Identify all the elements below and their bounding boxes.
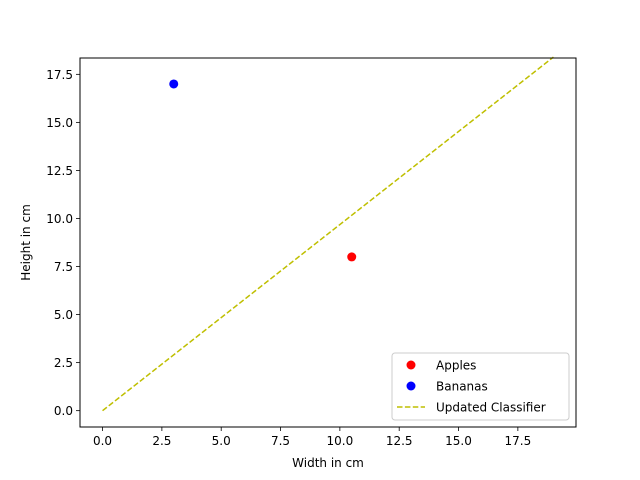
y-tick-label: 5.0 xyxy=(54,308,73,322)
y-tick-label: 2.5 xyxy=(54,356,73,370)
x-tick-label: 5.0 xyxy=(212,434,231,448)
x-tick-label: 12.5 xyxy=(386,434,413,448)
y-tick-label: 17.5 xyxy=(46,68,73,82)
legend-swatch-bananas xyxy=(406,381,416,391)
x-tick-label: 0.0 xyxy=(93,434,112,448)
bananas-point xyxy=(169,79,179,89)
y-axis-label: Height in cm xyxy=(19,204,33,281)
y-tick-label: 15.0 xyxy=(46,116,73,130)
y-tick-label: 10.0 xyxy=(46,212,73,226)
legend-label-bananas: Bananas xyxy=(436,380,488,394)
ticks-layer: 0.0 2.5 5.0 7.5 10.0 12.5 15.0 17.5 0.0 2.5 5.0 7.5… xyxy=(46,68,531,448)
x-tick-label: 7.5 xyxy=(271,434,290,448)
x-tick-label: 2.5 xyxy=(152,434,171,448)
x-tick-label: 10.0 xyxy=(327,434,354,448)
axes-frame xyxy=(79,57,577,428)
legend: Apples Bananas Updated Classifier xyxy=(391,352,570,421)
apples-point xyxy=(347,252,357,262)
series-layer xyxy=(102,56,554,412)
x-tick-label: 15.0 xyxy=(445,434,472,448)
legend-label-apples: Apples xyxy=(436,359,476,373)
x-tick-label: 17.5 xyxy=(504,434,531,448)
updated-classifier-line xyxy=(102,56,554,412)
legend-swatch-apples xyxy=(406,360,416,370)
legend-label-updated-classifier: Updated Classifier xyxy=(436,401,546,415)
x-axis-label: Width in cm xyxy=(292,456,364,470)
y-tick-label: 0.0 xyxy=(54,404,73,418)
legend-box xyxy=(391,352,570,421)
y-tick-label: 7.5 xyxy=(54,260,73,274)
y-tick-label: 12.5 xyxy=(46,164,73,178)
